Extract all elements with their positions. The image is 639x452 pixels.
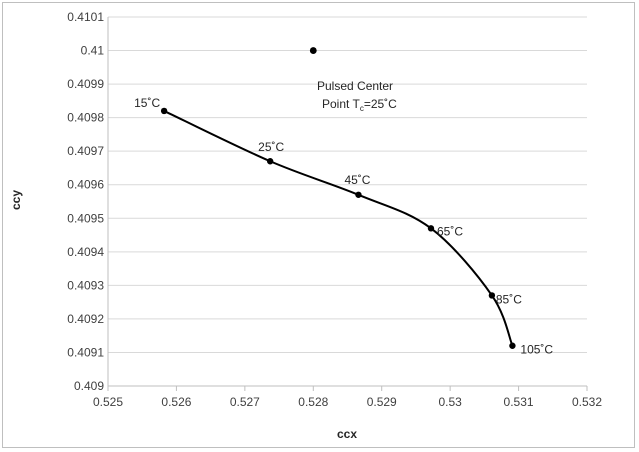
x-tick-label: 0.53 bbox=[438, 395, 462, 409]
y-tick-label: 0.4099 bbox=[67, 77, 104, 91]
data-label: 105˚C bbox=[520, 343, 553, 357]
data-label: 15˚C bbox=[134, 96, 160, 110]
y-tick-label: 0.4096 bbox=[67, 178, 104, 192]
x-tick-label: 0.526 bbox=[161, 395, 191, 409]
x-tick-labels: 0.525 0.526 0.527 0.528 0.529 0.53 0.531 0.532 bbox=[93, 395, 602, 409]
annotation-pulsed-center: Pulsed Center Point Tc=25˚C bbox=[317, 79, 397, 113]
data-point bbox=[266, 158, 274, 165]
data-label: 45˚C bbox=[344, 173, 370, 187]
pulsed-center-point bbox=[309, 47, 317, 54]
series bbox=[160, 47, 516, 349]
x-tick-label: 0.525 bbox=[93, 395, 123, 409]
y-tick-label: 0.4095 bbox=[67, 211, 104, 225]
data-label: 25˚C bbox=[258, 140, 284, 154]
data-point bbox=[509, 342, 516, 349]
y-tick-label: 0.4101 bbox=[67, 10, 104, 24]
data-labels: 15˚C 25˚C 45˚C 65˚C 85˚C 105˚C bbox=[134, 96, 553, 357]
annotation-line-2-suffix: =25˚C bbox=[364, 97, 397, 111]
y-tick-label: 0.4094 bbox=[67, 245, 104, 259]
annotation-line-2-prefix: Point T bbox=[322, 97, 360, 111]
y-tick-label: 0.4098 bbox=[67, 111, 104, 125]
x-tick-label: 0.529 bbox=[367, 395, 397, 409]
data-point bbox=[160, 107, 168, 115]
gridlines bbox=[108, 16, 587, 353]
y-tick-label: 0.41 bbox=[81, 44, 105, 58]
y-tick-label: 0.4092 bbox=[67, 312, 104, 326]
data-point bbox=[355, 191, 362, 198]
axes bbox=[107, 17, 588, 391]
data-label: 65˚C bbox=[437, 224, 463, 238]
x-tick-label: 0.532 bbox=[572, 395, 602, 409]
y-tick-label: 0.4091 bbox=[67, 345, 104, 359]
y-tick-label: 0.4093 bbox=[67, 278, 104, 292]
y-tick-labels: 0.409 0.4091 0.4092 0.4093 0.4094 0.4095 0.409… bbox=[67, 10, 104, 393]
data-point bbox=[488, 292, 496, 299]
data-label: 85˚C bbox=[496, 292, 522, 306]
x-axis-title: ccx bbox=[337, 427, 357, 441]
data-point bbox=[427, 225, 435, 232]
annotation-line-2-subscript: c bbox=[360, 104, 364, 113]
annotation-line-2: Point Tc=25˚C bbox=[322, 97, 397, 113]
x-tick-label: 0.531 bbox=[504, 395, 534, 409]
x-tick-label: 0.528 bbox=[298, 395, 328, 409]
x-tick-label: 0.527 bbox=[230, 395, 260, 409]
annotation-line-1: Pulsed Center bbox=[317, 79, 393, 93]
y-tick-label: 0.409 bbox=[74, 379, 104, 393]
y-tick-label: 0.4097 bbox=[67, 144, 104, 158]
y-axis-title: ccy bbox=[9, 190, 23, 210]
